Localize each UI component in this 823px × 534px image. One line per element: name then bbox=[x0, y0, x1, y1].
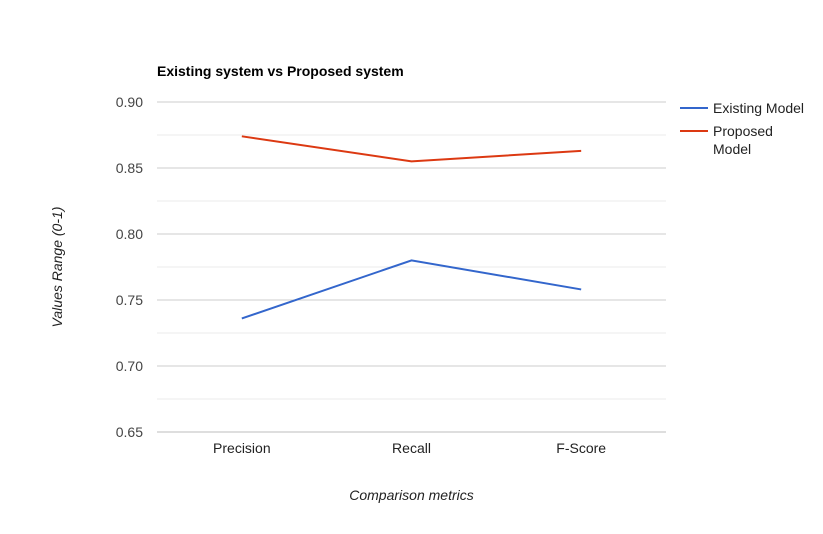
y-tick-label: 0.70 bbox=[116, 358, 143, 374]
legend-label: Proposed Model bbox=[713, 123, 773, 157]
y-axis-ticks: 0.90 0.85 0.80 0.75 0.70 0.65 bbox=[116, 94, 143, 440]
x-axis-title: Comparison metrics bbox=[349, 487, 473, 503]
series-line bbox=[241, 135, 582, 163]
x-axis-ticks: Precision Recall F-Score bbox=[213, 440, 606, 456]
y-tick-label: 0.65 bbox=[116, 424, 143, 440]
chart-title: Existing system vs Proposed system bbox=[157, 63, 404, 79]
y-tick-label: 0.80 bbox=[116, 226, 143, 242]
series-line bbox=[241, 259, 582, 320]
series-lines bbox=[241, 135, 582, 320]
x-tick-label: Recall bbox=[392, 440, 431, 456]
gridlines bbox=[157, 101, 666, 433]
legend-label: Existing Model bbox=[713, 100, 804, 116]
x-tick-label: Precision bbox=[213, 440, 271, 456]
y-tick-label: 0.90 bbox=[116, 94, 143, 110]
y-tick-label: 0.75 bbox=[116, 292, 143, 308]
legend: Existing Model Proposed Model bbox=[680, 100, 804, 157]
y-tick-label: 0.85 bbox=[116, 160, 143, 176]
x-tick-label: F-Score bbox=[556, 440, 606, 456]
y-axis-title: Values Range (0-1) bbox=[49, 207, 65, 328]
